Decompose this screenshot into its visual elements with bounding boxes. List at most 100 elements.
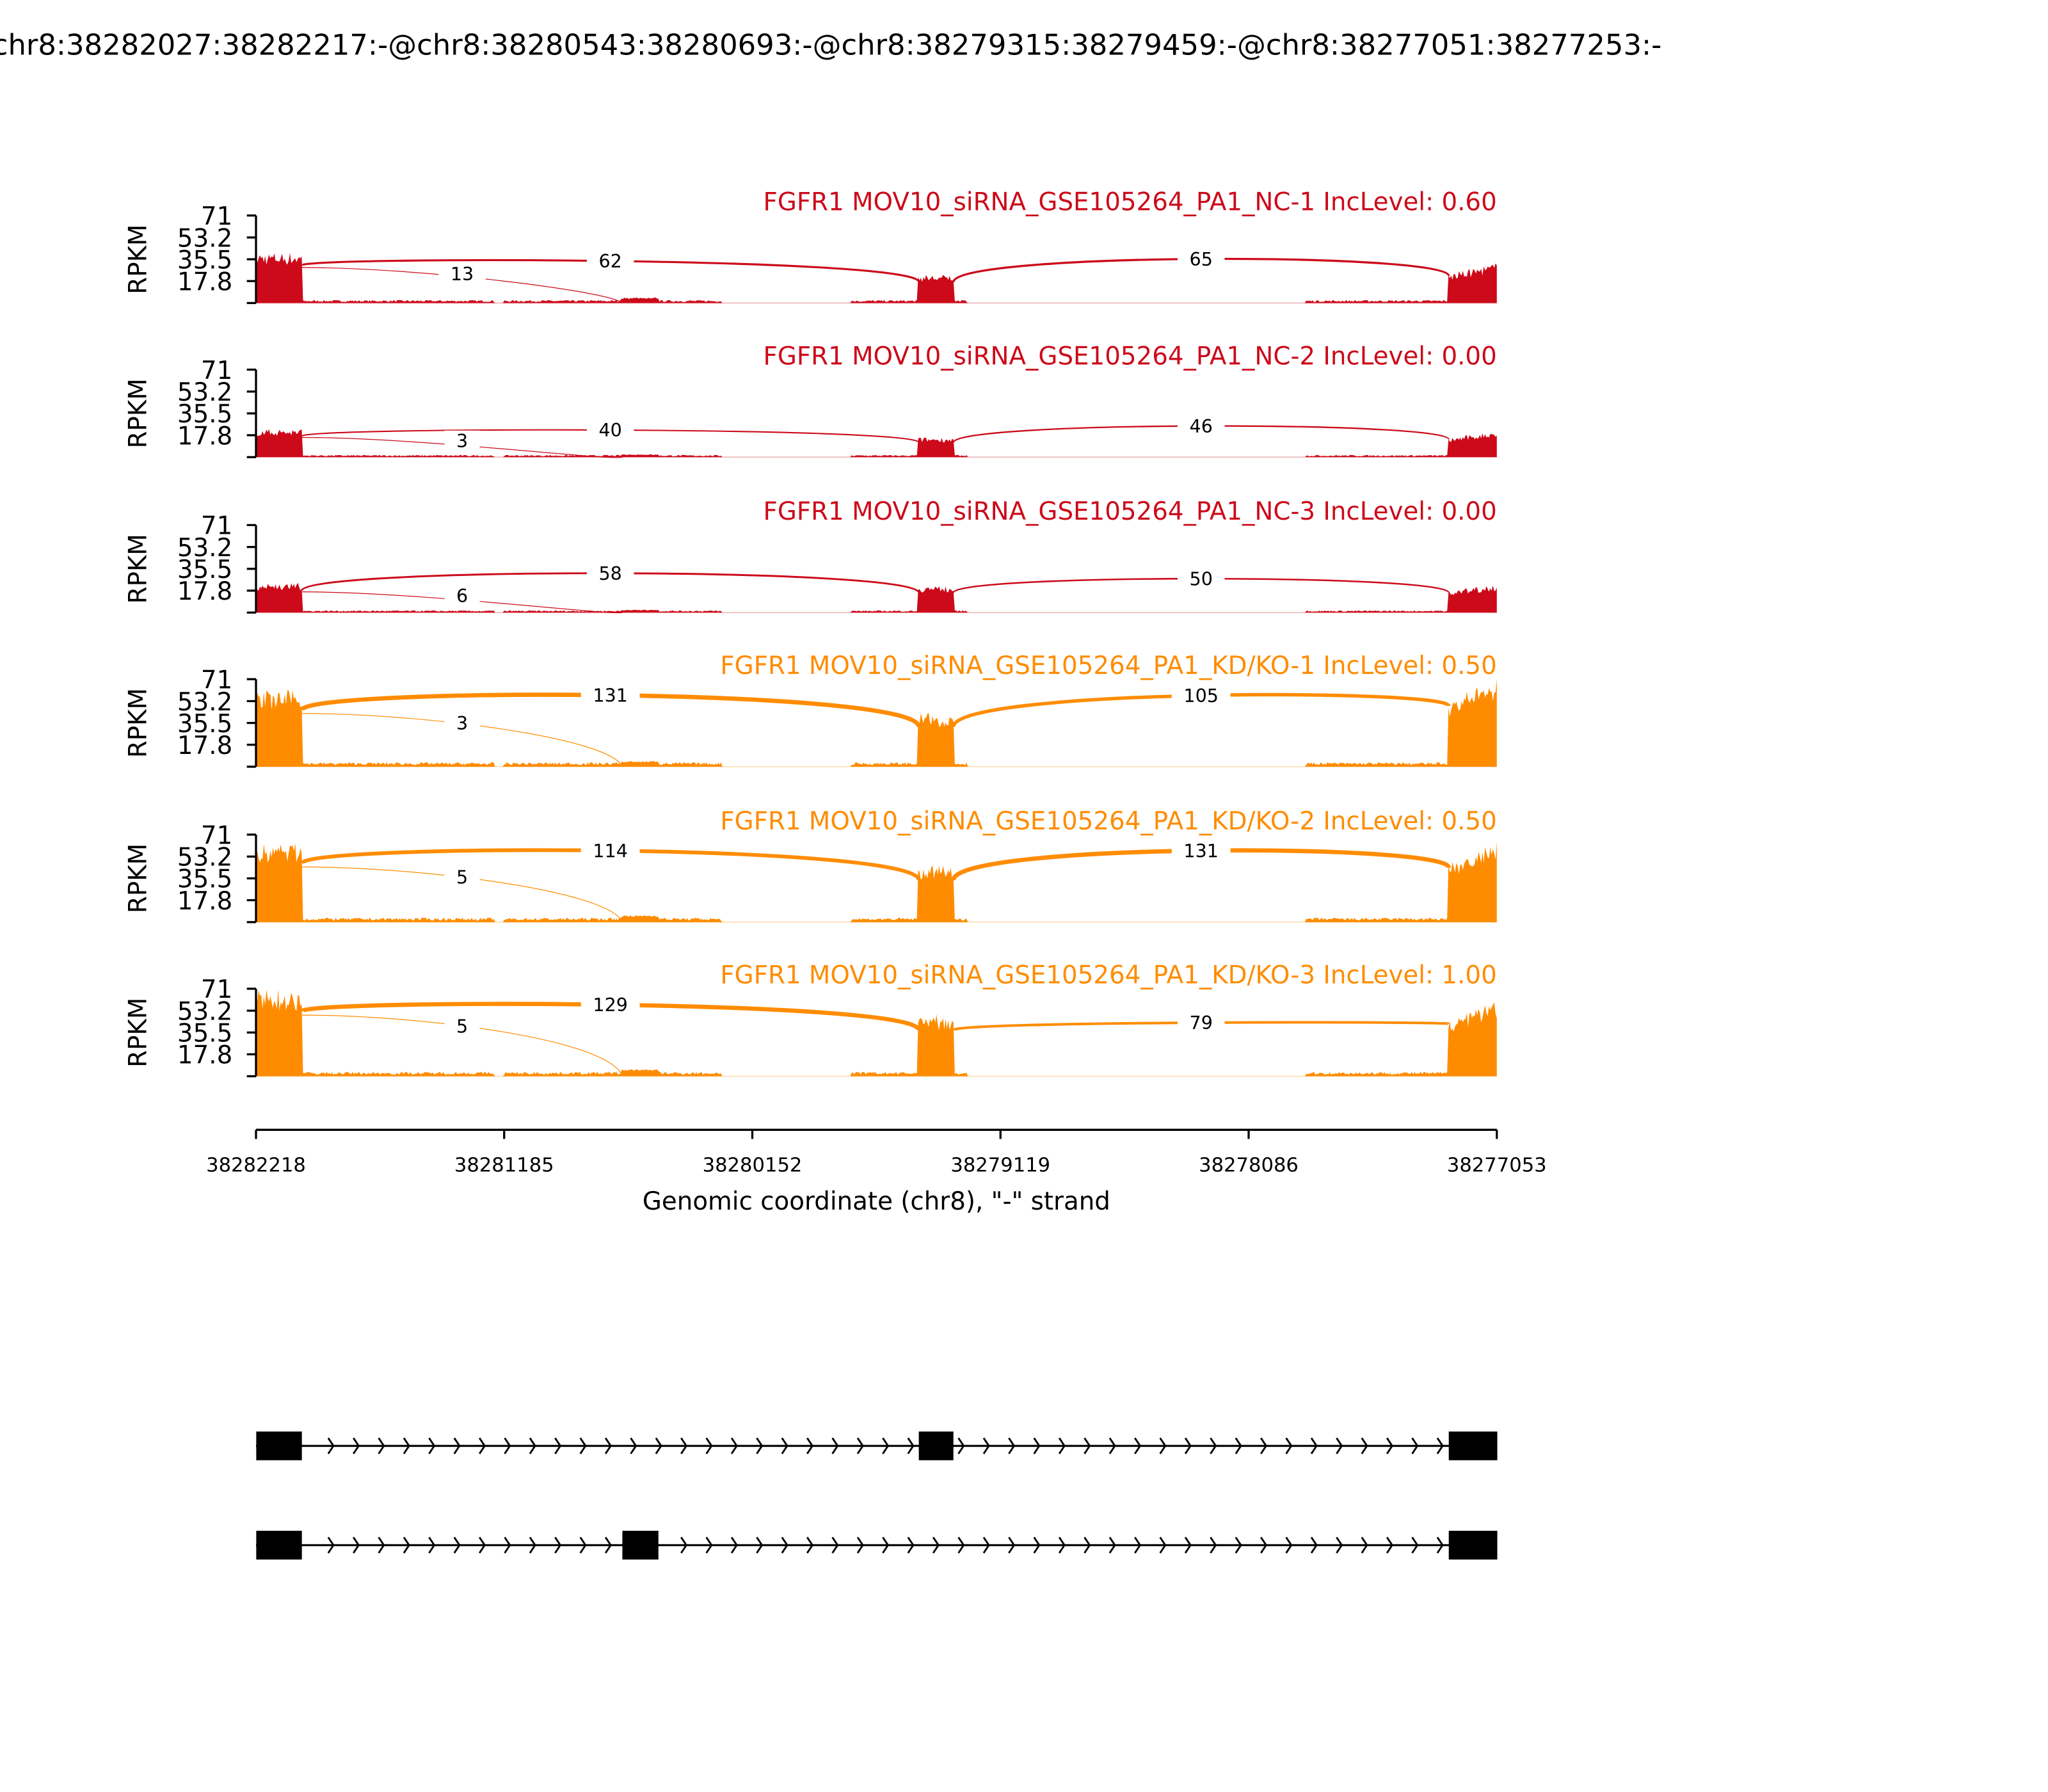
- strand-arrow-icon: [327, 1437, 335, 1455]
- strand-arrow-icon: [907, 1537, 915, 1554]
- x-tick-label: 38281185: [454, 1155, 554, 1177]
- strand-arrow-icon: [1210, 1437, 1217, 1455]
- strand-arrow-icon: [932, 1537, 940, 1554]
- strand-arrow-icon: [1386, 1437, 1394, 1455]
- strand-arrow-icon: [1235, 1437, 1242, 1455]
- strand-arrow-icon: [1058, 1437, 1066, 1455]
- junction-label: 131: [1183, 840, 1219, 861]
- junction-arc: [301, 436, 623, 458]
- strand-arrow-icon: [982, 1437, 990, 1455]
- strand-arrow-icon: [882, 1437, 890, 1455]
- junction-label: 62: [598, 250, 621, 272]
- y-tick-label: 53.2: [177, 224, 232, 253]
- junction-label: 40: [598, 419, 621, 441]
- y-tick-label: 71: [201, 821, 232, 850]
- strand-arrow-icon: [907, 1437, 915, 1455]
- gene-model-track: [256, 1431, 1498, 1560]
- strand-arrow-icon: [1084, 1537, 1091, 1554]
- strand-arrow-icon: [781, 1537, 788, 1554]
- strand-arrow-icon: [554, 1437, 562, 1455]
- junction-label-bg: [586, 563, 634, 584]
- junction-label-bg: [438, 263, 486, 285]
- junction-arc: [301, 713, 623, 767]
- strand-arrow-icon: [604, 1437, 612, 1455]
- coverage-area: [256, 582, 1497, 613]
- strand-arrow-icon: [1134, 1537, 1142, 1554]
- strand-arrow-icon: [478, 1437, 486, 1455]
- strand-arrow-icon: [1285, 1537, 1293, 1554]
- strand-arrow-icon: [1134, 1437, 1142, 1455]
- junction-label-bg: [586, 419, 634, 441]
- strand-arrow-icon: [1108, 1537, 1116, 1554]
- strand-arrow-icon: [982, 1537, 990, 1554]
- junction-label: 50: [1190, 568, 1213, 589]
- strand-arrow-icon: [756, 1437, 764, 1455]
- strand-arrow-icon: [378, 1437, 385, 1455]
- strand-arrow-icon: [453, 1537, 461, 1554]
- strand-arrow-icon: [806, 1437, 814, 1455]
- y-tick-label: 71: [201, 975, 232, 1004]
- junction-arc: [301, 591, 623, 614]
- panel-title: FGFR1 MOV10_siRNA_GSE105264_PA1_NC-2 Inc…: [764, 342, 1497, 371]
- strand-arrow-icon: [680, 1437, 688, 1455]
- junction-label-bg: [580, 994, 640, 1016]
- junction-arc: [301, 1014, 623, 1076]
- y-axis-label: RPKM: [124, 378, 153, 448]
- junction-label: 5: [456, 866, 468, 888]
- strand-arrow-icon: [1184, 1437, 1192, 1455]
- strand-arrow-icon: [1108, 1437, 1116, 1455]
- strand-arrow-icon: [705, 1437, 713, 1455]
- x-tick-label: 38282218: [206, 1155, 306, 1177]
- strand-arrow-icon: [730, 1537, 738, 1554]
- y-tick-label: 17.8: [177, 887, 232, 916]
- x-tick-label: 38280152: [703, 1155, 803, 1177]
- y-tick-label: 35.5: [177, 865, 232, 894]
- strand-arrow-icon: [831, 1437, 839, 1455]
- strand-arrow-icon: [781, 1437, 788, 1455]
- y-tick-label: 35.5: [177, 1020, 232, 1048]
- strand-arrow-icon: [1260, 1537, 1268, 1554]
- junction-label-bg: [586, 250, 634, 272]
- strand-arrow-icon: [1033, 1437, 1041, 1455]
- coverage-area: [256, 841, 1497, 922]
- junction-label-bg: [444, 866, 480, 888]
- strand-arrow-icon: [1361, 1437, 1368, 1455]
- strand-arrow-icon: [1285, 1437, 1293, 1455]
- y-tick-label: 17.8: [177, 577, 232, 606]
- strand-arrow-icon: [378, 1537, 385, 1554]
- junction-label-bg: [444, 585, 480, 606]
- junction-label-bg: [444, 430, 480, 452]
- junction-label-bg: [1177, 1012, 1225, 1034]
- junction-label: 105: [1183, 685, 1219, 707]
- strand-arrow-icon: [957, 1437, 965, 1455]
- y-tick-label: 17.8: [177, 268, 232, 296]
- strand-arrow-icon: [403, 1437, 410, 1455]
- exon-block: [918, 1431, 954, 1460]
- strand-arrow-icon: [680, 1537, 688, 1554]
- junction-label: 114: [593, 840, 628, 861]
- panel-title: FGFR1 MOV10_siRNA_GSE105264_PA1_KD/KO-3 …: [720, 961, 1496, 990]
- strand-arrow-icon: [1310, 1537, 1318, 1554]
- panel-title: FGFR1 MOV10_siRNA_GSE105264_PA1_KD/KO-2 …: [720, 807, 1496, 836]
- strand-arrow-icon: [554, 1537, 562, 1554]
- coverage-area: [256, 429, 1497, 458]
- junction-label: 79: [1190, 1012, 1213, 1034]
- y-tick-label: 35.5: [177, 400, 232, 429]
- strand-arrow-icon: [403, 1537, 410, 1554]
- strand-arrow-icon: [831, 1537, 839, 1554]
- exon-block: [1448, 1530, 1498, 1560]
- x-axis-label: Genomic coordinate (chr8), "-" strand: [643, 1187, 1110, 1216]
- strand-arrow-icon: [1058, 1537, 1066, 1554]
- strand-arrow-icon: [1411, 1437, 1419, 1455]
- strand-arrow-icon: [1436, 1437, 1444, 1455]
- junction-label: 65: [1190, 248, 1213, 270]
- y-tick-label: 53.2: [177, 688, 232, 717]
- junction-label-bg: [1171, 685, 1231, 707]
- y-tick-label: 35.5: [177, 710, 232, 739]
- y-tick-label: 71: [201, 512, 232, 541]
- strand-arrow-icon: [478, 1537, 486, 1554]
